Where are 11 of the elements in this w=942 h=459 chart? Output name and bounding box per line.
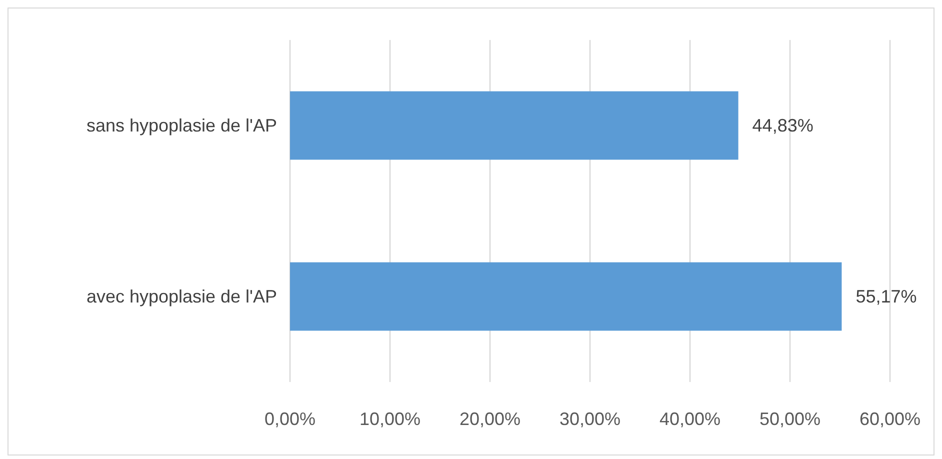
x-tick-label: 60,00% (859, 409, 921, 429)
x-tick-label: 50,00% (759, 409, 821, 429)
x-tick-label: 0,00% (264, 409, 316, 429)
data-label: 44,83% (752, 116, 814, 136)
data-label: 55,17% (856, 286, 917, 306)
x-tick-label: 40,00% (659, 409, 721, 429)
x-tick-label: 10,00% (359, 409, 421, 429)
y-tick-label: avec hypoplasie de l'AP (86, 286, 277, 306)
x-tick-label: 30,00% (559, 409, 621, 429)
x-tick-label: 20,00% (459, 409, 521, 429)
y-tick-label: sans hypoplasie de l'AP (86, 116, 277, 136)
